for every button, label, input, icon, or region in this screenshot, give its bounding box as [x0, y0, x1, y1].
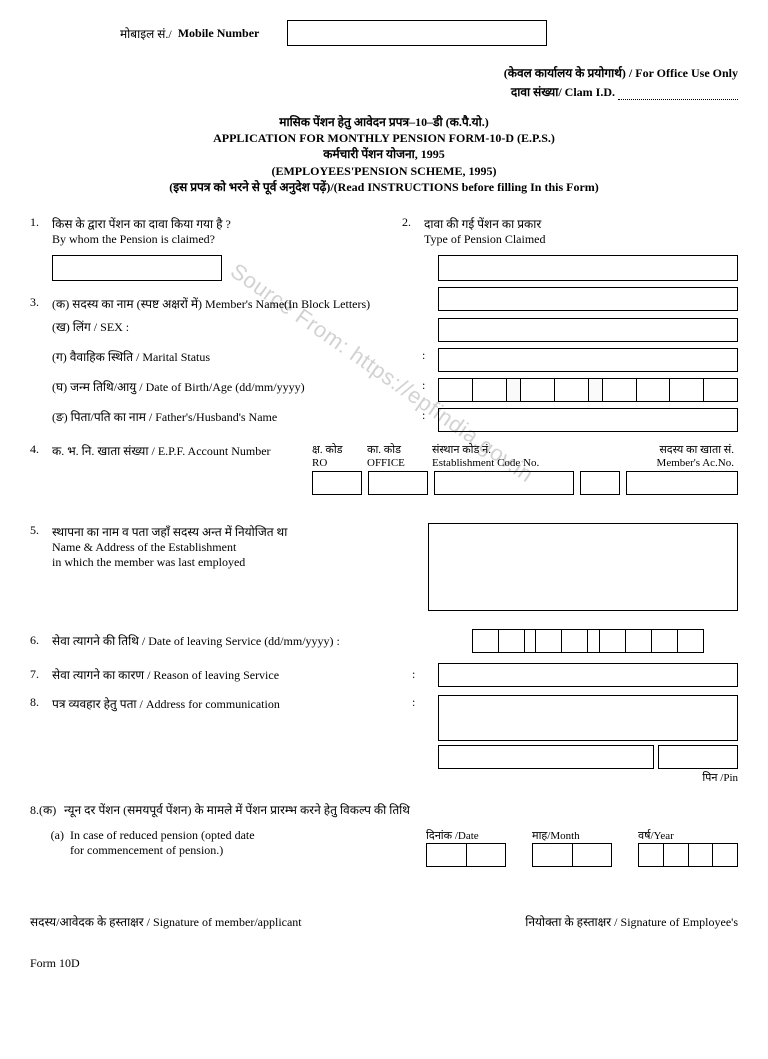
q7-num: 7.: [30, 667, 52, 682]
q8-input1[interactable]: [438, 695, 738, 741]
q4-est-hi: संस्थान कोड नं.: [432, 442, 582, 457]
q4-label: क. भ. नि. खाता संख्या / E.P.F. Account N…: [52, 442, 312, 459]
q8k-hi: न्यून दर पेंशन (समयपूर्व पेंशन) के मामले…: [64, 801, 410, 818]
office-use-hi: (केवल कार्यालय के प्रयोगार्थ) /: [504, 66, 632, 80]
year-input[interactable]: [638, 843, 738, 867]
q1-input[interactable]: [52, 255, 222, 281]
q3b-input[interactable]: [438, 318, 738, 342]
q2-hi: दावा की गई पेंशन का प्रकार: [424, 215, 545, 232]
q4-est-input[interactable]: [434, 471, 574, 495]
footer: Form 10D: [30, 956, 738, 971]
q4-ro-hi: क्ष. कोड: [312, 442, 367, 457]
sig-right: नियोक्ता के हस्ताक्षर / Signature of Emp…: [525, 913, 738, 930]
q4-ro-en: RO: [312, 457, 367, 469]
claim-id-en: Clam I.D.: [565, 85, 615, 99]
q5-hi: स्थापना का नाम व पता जहाँ सदस्य अन्त में…: [52, 523, 392, 540]
q8-num: 8.: [30, 695, 52, 710]
q3e-label: (ङ) पिता/पति का नाम / Father's/Husband's…: [52, 408, 422, 425]
q5-en2: in which the member was last employed: [52, 555, 392, 570]
q4-office-input[interactable]: [368, 471, 428, 495]
q4-office-hi: का. कोड: [367, 442, 432, 457]
q5-input[interactable]: [428, 523, 738, 611]
header-line1: मासिक पेंशन हेतु आवेदन प्रपत्र–10–डी (क.…: [30, 114, 738, 130]
q8-input2[interactable]: [438, 745, 654, 769]
q4-est-en: Establishment Code No.: [432, 457, 582, 469]
q3e-input[interactable]: [438, 408, 738, 432]
q3c-input[interactable]: [438, 348, 738, 372]
q4-office-en: OFFICE: [367, 457, 432, 469]
q5-en1: Name & Address of the Establishment: [52, 540, 392, 555]
q2-input[interactable]: [438, 255, 738, 281]
claim-id-hi: दावा संख्या/: [511, 85, 562, 99]
q6-input[interactable]: [472, 629, 704, 653]
header-line5: (इस प्रपत्र को भरने से पूर्व अनुदेश पढ़े…: [30, 179, 738, 195]
header-line4: (EMPLOYEES'PENSION SCHEME, 1995): [30, 163, 738, 179]
q8a-num: (a): [30, 828, 70, 843]
date-input[interactable]: [426, 843, 506, 867]
q8k-num: 8.(क): [30, 801, 64, 818]
q3c-label: (ग) वैवाहिक स्थिति / Marital Status: [52, 348, 422, 365]
q1-num: 1.: [30, 215, 52, 230]
q8-label: पत्र व्यवहार हेतु पता / Address for comm…: [52, 695, 412, 712]
q4-mem-hi: सदस्य का खाता सं.: [582, 442, 734, 457]
q3d-label: (घ) जन्म तिथि/आयु / Date of Birth/Age (d…: [52, 378, 422, 395]
q3d-input[interactable]: [438, 378, 738, 402]
q6-label: सेवा त्यागने की तिथि / Date of leaving S…: [52, 632, 422, 649]
q4-ext-input[interactable]: [580, 471, 620, 495]
q7-input[interactable]: [438, 663, 738, 687]
q4-mem-input[interactable]: [626, 471, 738, 495]
q4-ro-input[interactable]: [312, 471, 362, 495]
q4-num: 4.: [30, 442, 52, 457]
month-label: माह/Month: [532, 828, 612, 843]
q3b-label: (ख) लिंग / SEX :: [52, 318, 422, 335]
mobile-label-hi: मोबाइल सं./: [120, 25, 172, 42]
date-label: दिनांक /Date: [426, 828, 506, 843]
year-label: वर्ष/Year: [638, 828, 738, 843]
q1-hi: किस के द्वारा पेंशन का दावा किया गया है …: [52, 215, 372, 232]
q3a-input[interactable]: [438, 287, 738, 311]
pin-label: पिन /Pin: [702, 770, 738, 785]
q1-en: By whom the Pension is claimed?: [52, 232, 372, 247]
office-use-en: For Office Use Only: [635, 66, 738, 80]
sig-left: सदस्य/आवेदक के हस्ताक्षर / Signature of …: [30, 913, 302, 930]
q8-pin-input[interactable]: [658, 745, 738, 769]
q5-num: 5.: [30, 523, 52, 538]
claim-id-field[interactable]: [618, 89, 738, 100]
q2-en: Type of Pension Claimed: [424, 232, 545, 247]
q2-num: 2.: [402, 215, 424, 230]
mobile-label-en: Mobile Number: [178, 26, 260, 41]
month-input[interactable]: [532, 843, 612, 867]
q4-mem-en: Member's Ac.No.: [582, 457, 734, 469]
mobile-input[interactable]: [287, 20, 547, 46]
q8a-en1: In case of reduced pension (opted date: [70, 828, 370, 843]
q8a-en2: for commencement of pension.): [70, 843, 370, 858]
q7-label: सेवा त्यागने का कारण / Reason of leaving…: [52, 666, 412, 683]
q3a-label: (क) सदस्य का नाम (स्पष्ट अक्षरों में) Me…: [52, 295, 422, 312]
q3-num: 3.: [30, 295, 52, 310]
header-line3: कर्मचारी पेंशन योजना, 1995: [30, 146, 738, 162]
q6-num: 6.: [30, 633, 52, 648]
header-line2: APPLICATION FOR MONTHLY PENSION FORM-10-…: [30, 130, 738, 146]
